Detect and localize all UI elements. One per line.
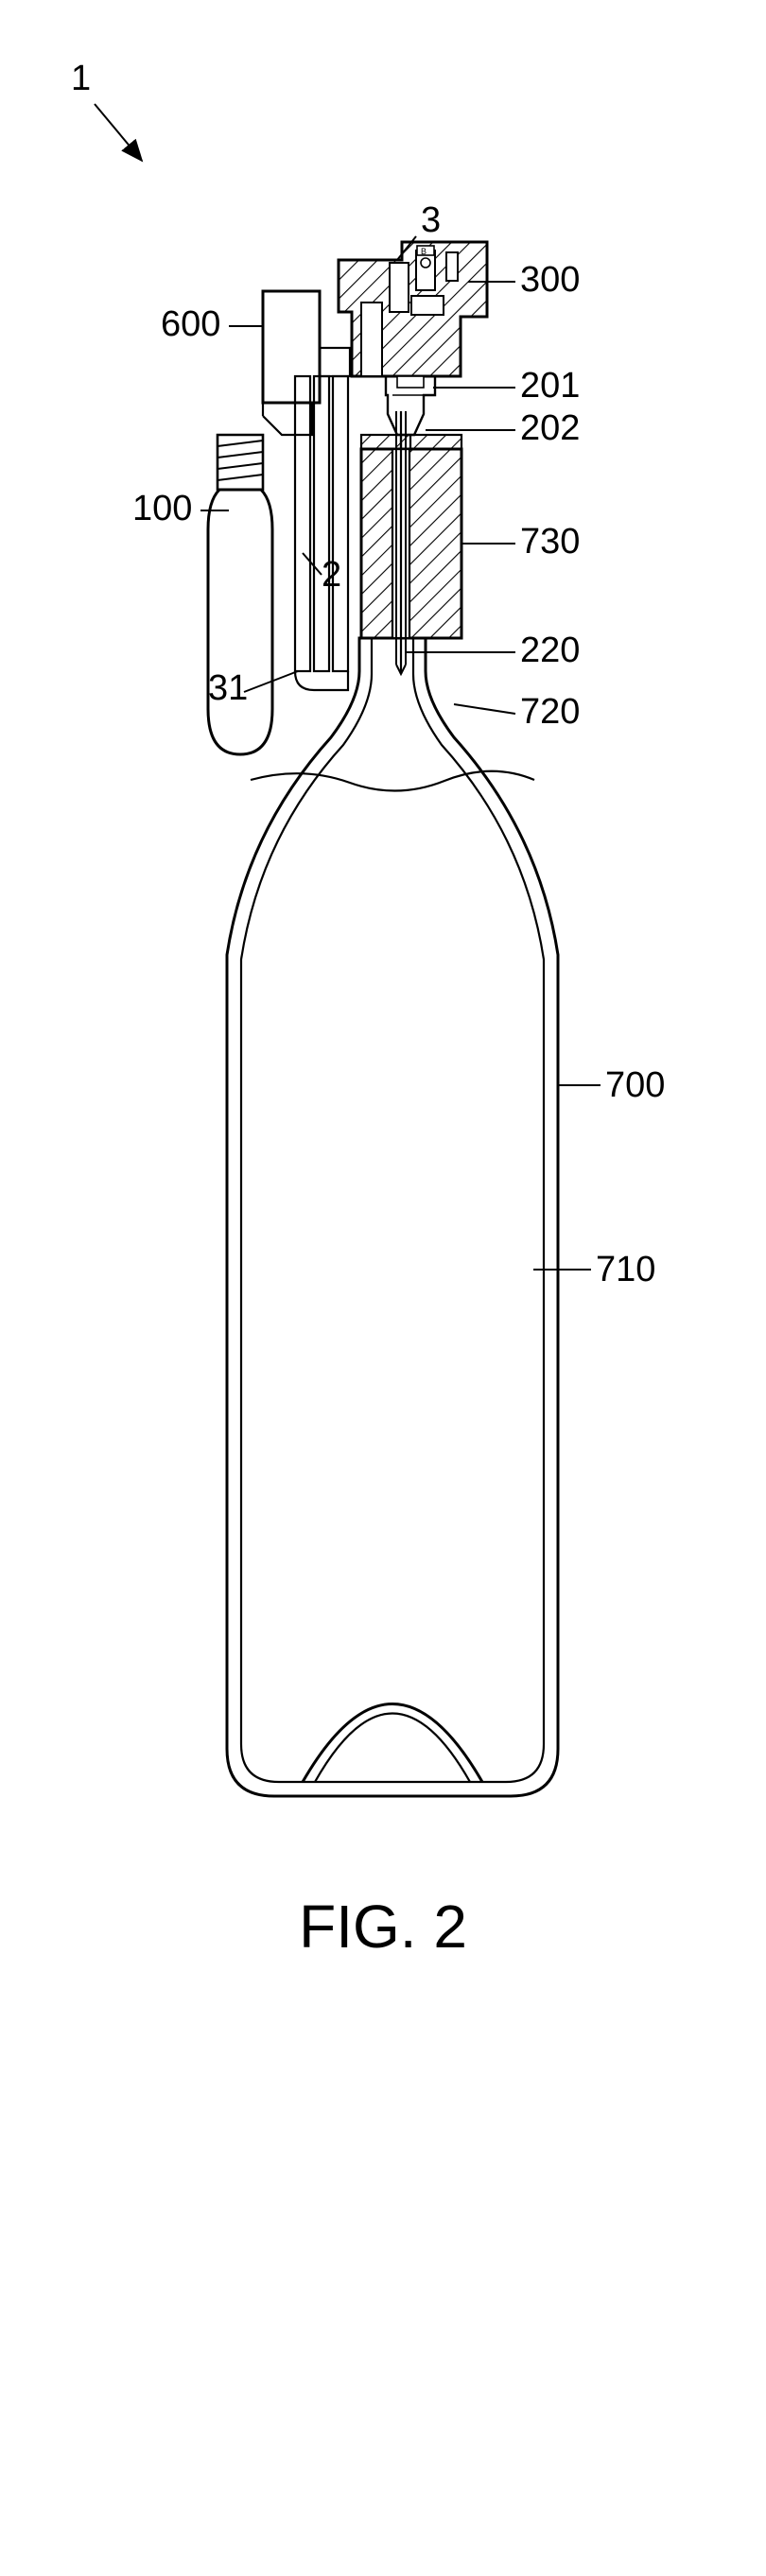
label-lbl-600: 600 xyxy=(161,304,220,344)
manifold: B xyxy=(339,242,487,376)
label-lbl-730: 730 xyxy=(520,522,580,562)
leader-ld-1 xyxy=(95,104,142,161)
cork xyxy=(361,449,461,638)
figure-caption: FIG. 2 xyxy=(299,1893,467,1961)
guide-body xyxy=(295,376,348,690)
label-lbl-710: 710 xyxy=(596,1250,655,1289)
label-lbl-201: 201 xyxy=(520,366,580,406)
label-lbl-100: 100 xyxy=(132,489,192,528)
label-lbl-700: 700 xyxy=(605,1065,665,1105)
label-lbl-2: 2 xyxy=(322,555,341,595)
leader-ld-2 xyxy=(303,553,322,575)
leader-ld-720 xyxy=(454,704,515,714)
label-lbl-220: 220 xyxy=(520,631,580,670)
diagram-svg: B 1 3 300 600 201202 100 730 2 220 31 720 700 710 FI… xyxy=(19,19,747,2004)
label-lbl-202: 202 xyxy=(520,408,580,448)
label-lbl-1: 1 xyxy=(71,59,91,98)
label-lbl-300: 300 xyxy=(520,260,580,300)
labels: 1 3 300 600 201202 100 730 2 220 31 720 700 710 xyxy=(71,59,665,1289)
svg-text:B: B xyxy=(421,247,427,256)
label-lbl-31: 31 xyxy=(208,668,248,708)
label-lbl-720: 720 xyxy=(520,692,580,732)
label-lbl-3: 3 xyxy=(421,200,441,240)
figure-container: B 1 3 300 600 201202 100 730 2 220 31 720 700 710 FI… xyxy=(19,19,747,2004)
bottle xyxy=(227,638,558,1796)
housing-600 xyxy=(263,291,350,435)
